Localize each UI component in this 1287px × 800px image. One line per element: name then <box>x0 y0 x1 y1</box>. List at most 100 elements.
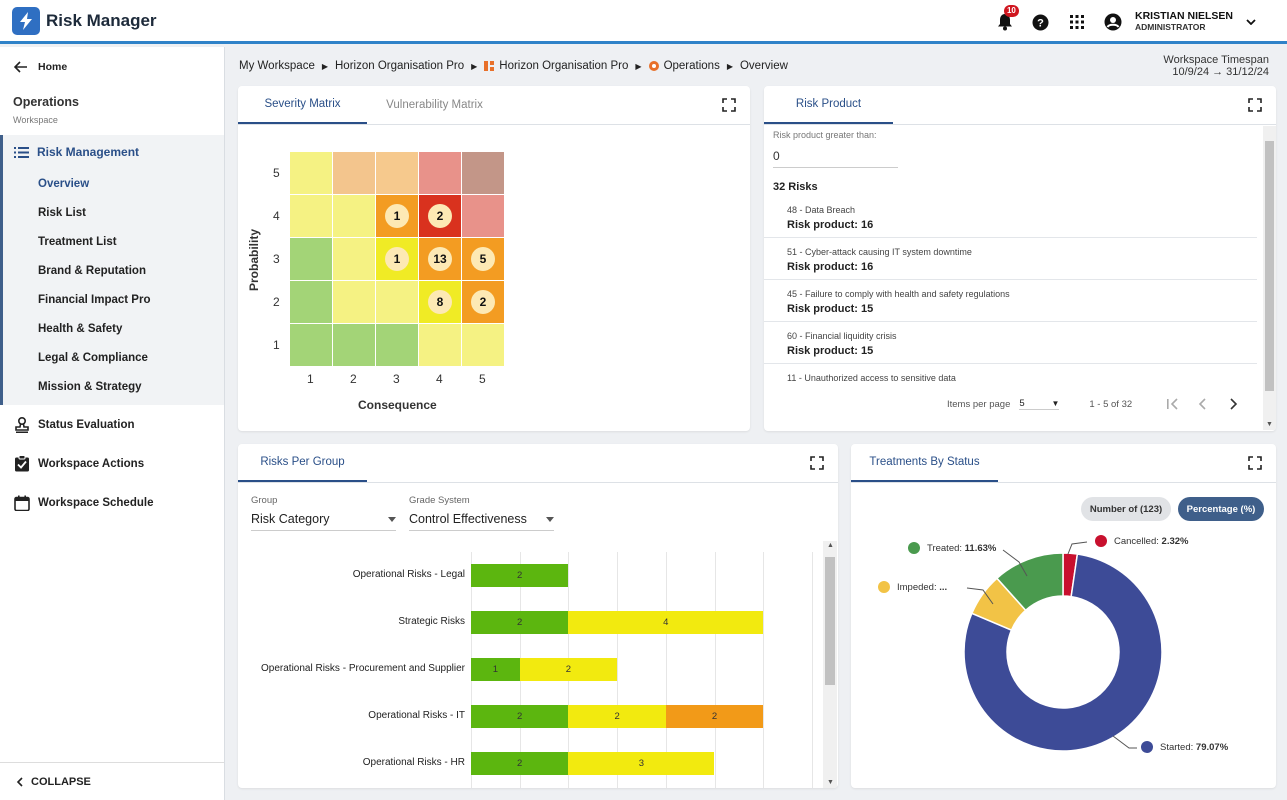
workspace-schedule-label: Workspace Schedule <box>38 496 154 509</box>
tab-severity-matrix[interactable]: Severity Matrix <box>238 86 367 124</box>
user-menu-button[interactable] <box>1233 4 1269 40</box>
scrollbar-thumb[interactable] <box>825 557 835 685</box>
matrix-cell[interactable] <box>419 324 461 366</box>
legend-cancelled: Cancelled: 2.32% <box>1095 535 1188 547</box>
grade-system-select[interactable]: Control Effectiveness <box>409 512 554 531</box>
matrix-count: 2 <box>471 290 495 314</box>
matrix-cell[interactable] <box>333 195 375 237</box>
list-item[interactable]: 48 - Data Breach Risk product: 16 <box>764 196 1257 238</box>
matrix-cell[interactable] <box>333 238 375 280</box>
matrix-cell[interactable] <box>290 324 332 366</box>
sidebar-item-overview[interactable]: Overview <box>38 177 90 190</box>
bar-segment[interactable]: 3 <box>568 752 715 775</box>
list-item[interactable]: 60 - Financial liquidity crisis Risk pro… <box>764 322 1257 364</box>
bar-segment[interactable]: 2 <box>519 658 618 681</box>
list-item[interactable]: 45 - Failure to comply with health and s… <box>764 280 1257 322</box>
previous-page-icon[interactable] <box>1198 398 1208 410</box>
bar-segment[interactable]: 2 <box>471 752 569 775</box>
matrix-cell[interactable]: 1 <box>376 195 418 237</box>
collapse-button[interactable]: COLLAPSE <box>0 762 224 800</box>
matrix-cell[interactable] <box>290 238 332 280</box>
list-item[interactable]: 11 - Unauthorized access to sensitive da… <box>764 364 1257 392</box>
sidebar-item-workspace-schedule[interactable]: Workspace Schedule <box>0 483 224 522</box>
matrix-cell[interactable] <box>462 195 504 237</box>
sidebar-item-workspace-actions[interactable]: Workspace Actions <box>0 444 224 483</box>
matrix-cell[interactable]: 13 <box>419 238 461 280</box>
notifications-button[interactable]: 10 <box>987 4 1023 40</box>
scrollbar-thumb[interactable] <box>1265 141 1274 391</box>
group-select[interactable]: Risk Category <box>251 512 396 531</box>
account-button[interactable] <box>1095 4 1131 40</box>
matrix-cell[interactable]: 8 <box>419 281 461 323</box>
bar-segment[interactable]: 4 <box>568 611 764 634</box>
risks-per-group-tabs: Risks Per Group <box>238 444 838 483</box>
sidebar-item-status-evaluation[interactable]: Status Evaluation <box>0 405 224 444</box>
matrix-cell[interactable] <box>290 195 332 237</box>
expand-icon[interactable] <box>810 456 824 470</box>
first-page-icon[interactable] <box>1166 398 1180 410</box>
sidebar-item-risk-list[interactable]: Risk List <box>38 206 86 219</box>
tab-risk-product[interactable]: Risk Product <box>764 86 893 124</box>
matrix-cell[interactable] <box>376 324 418 366</box>
percentage-toggle-button[interactable]: Percentage (%) <box>1178 497 1264 521</box>
matrix-cell[interactable] <box>333 324 375 366</box>
matrix-cell[interactable] <box>290 152 332 194</box>
donut-slice-treated[interactable] <box>995 552 1064 612</box>
matrix-cell[interactable] <box>290 281 332 323</box>
expand-icon[interactable] <box>1248 456 1262 470</box>
user-info[interactable]: KRISTIAN NIELSEN ADMINISTRATOR <box>1135 11 1233 33</box>
scroll-up-icon[interactable]: ▲ <box>827 542 834 549</box>
sidebar-item-mission-strategy[interactable]: Mission & Strategy <box>38 380 142 393</box>
app-logo-icon[interactable] <box>12 6 40 35</box>
risks-per-group-scrollbar[interactable]: ▲ ▼ <box>823 541 837 788</box>
apps-button[interactable] <box>1059 4 1095 40</box>
sidebar-item-brand-reputation[interactable]: Brand & Reputation <box>38 264 146 277</box>
help-button[interactable]: ? <box>1023 4 1059 40</box>
home-link[interactable]: Home <box>0 47 224 87</box>
expand-icon[interactable] <box>1248 98 1262 112</box>
list-item[interactable]: 51 - Cyber-attack causing IT system down… <box>764 238 1257 280</box>
matrix-cell[interactable] <box>376 152 418 194</box>
items-per-page-select[interactable]: 5 ▼ <box>1019 398 1060 410</box>
scroll-down-icon[interactable]: ▼ <box>827 779 834 786</box>
breadcrumb-item-organisation-pro[interactable]: Horizon Organisation Pro <box>499 60 629 72</box>
matrix-cell[interactable]: 2 <box>462 281 504 323</box>
risk-product-scrollbar[interactable]: ▼ <box>1263 126 1276 430</box>
matrix-cell[interactable]: 1 <box>376 238 418 280</box>
sidebar-item-treatment-list[interactable]: Treatment List <box>38 235 117 248</box>
scroll-down-icon[interactable]: ▼ <box>1266 421 1273 428</box>
legend-label: Treated: <box>927 542 963 554</box>
expand-icon[interactable] <box>722 98 736 112</box>
matrix-cell[interactable] <box>462 324 504 366</box>
bar-segment[interactable]: 2 <box>471 705 569 728</box>
donut-slice-started[interactable] <box>963 553 1163 752</box>
next-page-icon[interactable] <box>1228 398 1238 410</box>
breadcrumb-item-organisation[interactable]: Horizon Organisation Pro <box>335 60 465 72</box>
sidebar-item-financial-impact[interactable]: Financial Impact Pro <box>38 293 151 306</box>
matrix-cell[interactable] <box>333 281 375 323</box>
matrix-cell[interactable] <box>333 152 375 194</box>
matrix-cell[interactable] <box>376 281 418 323</box>
breadcrumb-item-my-workspace[interactable]: My Workspace <box>239 60 315 72</box>
tab-risks-per-group[interactable]: Risks Per Group <box>238 444 367 482</box>
legend-value: 2.32% <box>1161 535 1189 547</box>
legend-label: Cancelled: <box>1114 535 1159 547</box>
bar-segment[interactable]: 2 <box>568 705 666 728</box>
tab-vulnerability-matrix[interactable]: Vulnerability Matrix <box>386 99 483 111</box>
bar-segment[interactable]: 1 <box>471 658 520 681</box>
risk-management-toggle[interactable]: Risk Management <box>3 135 224 169</box>
matrix-cell[interactable]: 5 <box>462 238 504 280</box>
matrix-cell[interactable]: 2 <box>419 195 461 237</box>
bar-segment[interactable]: 2 <box>471 611 569 634</box>
bar-segment[interactable]: 2 <box>471 564 569 587</box>
breadcrumb-item-operations[interactable]: Operations <box>663 60 720 72</box>
bar-segment[interactable]: 2 <box>665 705 764 728</box>
matrix-cell[interactable] <box>462 152 504 194</box>
risk-product-filter-input[interactable]: 0 <box>773 146 898 168</box>
tab-treatments-by-status[interactable]: Treatments By Status <box>851 444 998 482</box>
matrix-cell[interactable] <box>419 152 461 194</box>
x-tick-label: 5 <box>479 372 486 386</box>
sidebar-item-health-safety[interactable]: Health & Safety <box>38 322 123 335</box>
number-toggle-button[interactable]: Number of (123) <box>1081 497 1171 521</box>
sidebar-item-legal-compliance[interactable]: Legal & Compliance <box>38 351 148 364</box>
